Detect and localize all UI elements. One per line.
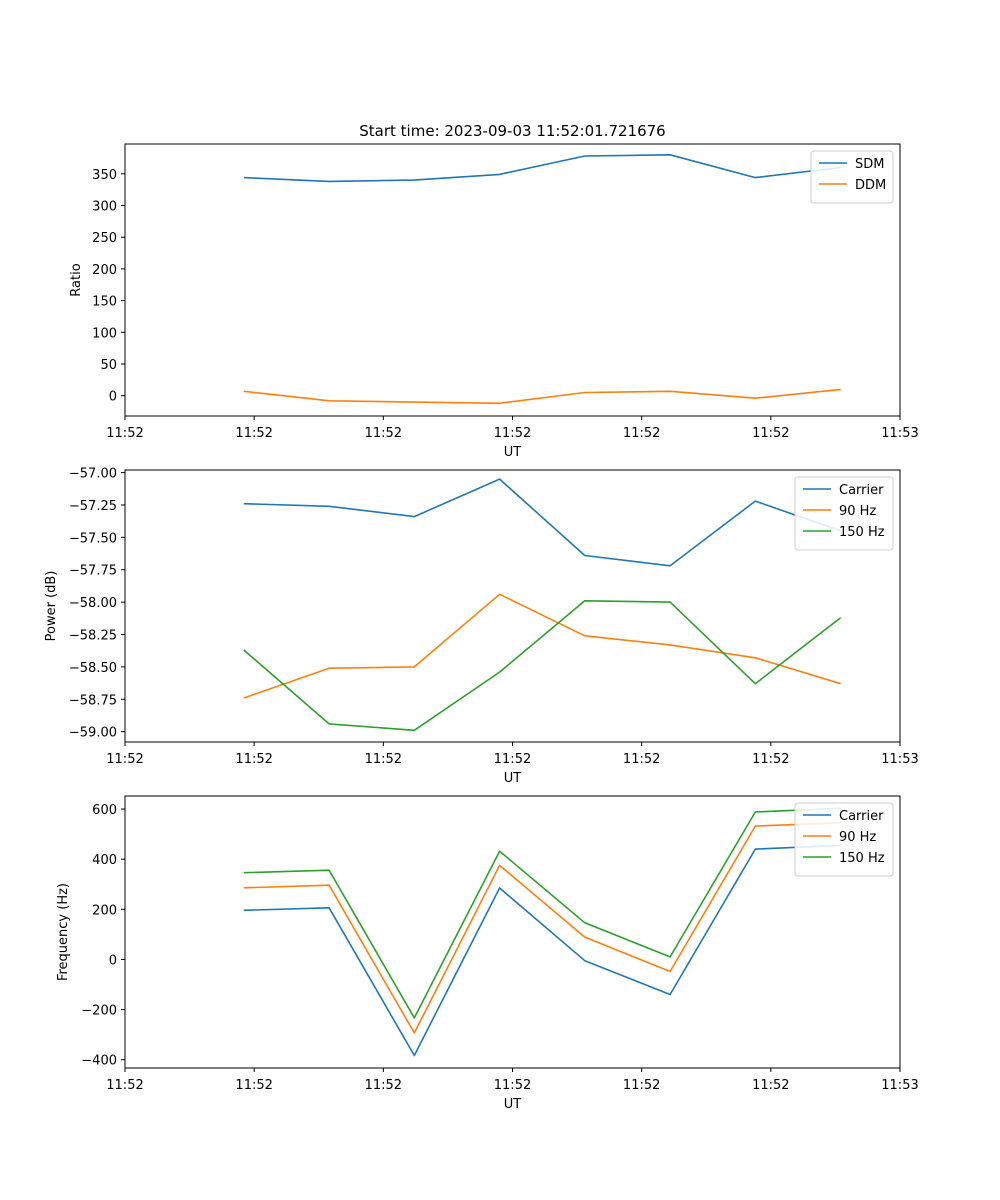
- x-tick-label: 11:52: [623, 1078, 660, 1093]
- x-tick-label: 11:52: [494, 426, 531, 441]
- series-line-150-hz: [243, 807, 841, 1019]
- legend-label: 150 Hz: [839, 525, 885, 540]
- x-tick-label: 11:52: [365, 426, 402, 441]
- legend-label: Carrier: [839, 483, 884, 498]
- y-axis-label: Power (dB): [44, 571, 59, 642]
- y-axis-label: Ratio: [69, 263, 84, 296]
- y-tick-label: −59.00: [69, 726, 117, 741]
- x-tick-label: 11:52: [235, 426, 272, 441]
- legend: Carrier 90 Hz 150 Hz: [794, 476, 894, 551]
- chart-panel-2: 11:52 11:52 11:52 11:52 11:52 11:52 11:53 UT −59…: [44, 467, 919, 786]
- series-line-90-hz: [243, 593, 841, 699]
- series-line-sdm: [243, 154, 841, 183]
- series-line-carrier: [243, 478, 841, 567]
- x-tick-label: 11:53: [881, 1078, 918, 1093]
- y-tick-label: 150: [92, 295, 117, 310]
- x-tick-label: 11:52: [365, 1078, 402, 1093]
- legend: SDM DDM: [810, 150, 894, 204]
- y-tick-label: −200: [81, 1004, 117, 1019]
- series-line-150-hz: [243, 599, 842, 732]
- x-tick-label: 11:52: [235, 752, 272, 767]
- legend-label: DDM: [855, 178, 886, 193]
- legend-label: 150 Hz: [839, 851, 885, 866]
- legend-label: 90 Hz: [839, 830, 876, 845]
- y-tick-label: −400: [81, 1054, 117, 1069]
- y-tick-label: −57.25: [69, 499, 117, 514]
- y-tick-label: −58.50: [69, 661, 117, 676]
- x-tick-label: 11:53: [881, 426, 918, 441]
- series-line-ddm: [243, 388, 841, 405]
- y-tick-label: 200: [92, 903, 117, 918]
- y-tick-label: 600: [92, 803, 117, 818]
- x-tick-label: 11:53: [881, 752, 918, 767]
- y-tick-label: −58.25: [69, 628, 117, 643]
- legend-label: Carrier: [839, 809, 884, 824]
- x-axis-label: UT: [504, 445, 522, 460]
- y-tick-label: 50: [100, 358, 117, 373]
- legend-box: [810, 150, 894, 204]
- x-tick-label: 11:52: [752, 426, 789, 441]
- y-tick-label: −57.50: [69, 531, 117, 546]
- x-tick-label: 11:52: [623, 752, 660, 767]
- y-tick-label: 200: [92, 263, 117, 278]
- x-tick-label: 11:52: [623, 426, 660, 441]
- y-tick-label: −57.75: [69, 564, 117, 579]
- y-tick-label: 0: [109, 390, 117, 405]
- series-line-90-hz: [243, 822, 841, 1034]
- y-tick-label: −58.00: [69, 596, 117, 611]
- x-tick-label: 11:52: [494, 1078, 531, 1093]
- y-axis-label: Frequency (Hz): [56, 883, 71, 981]
- x-tick-label: 11:52: [106, 1078, 143, 1093]
- x-tick-label: 11:52: [235, 1078, 272, 1093]
- x-axis-label: UT: [504, 771, 522, 786]
- legend-label: 90 Hz: [839, 504, 876, 519]
- chart-panel-1: Start time: 2023-09-03 11:52:01.721676 11…: [69, 122, 919, 460]
- series-line-carrier: [243, 844, 841, 1057]
- chart-title: Start time: 2023-09-03 11:52:01.721676: [359, 122, 665, 140]
- x-tick-label: 11:52: [752, 752, 789, 767]
- y-tick-label: 350: [92, 168, 117, 183]
- x-tick-label: 11:52: [494, 752, 531, 767]
- axes-frame: [124, 795, 901, 1069]
- legend-label: SDM: [855, 157, 884, 172]
- y-tick-label: 300: [92, 200, 117, 215]
- y-tick-label: 400: [92, 853, 117, 868]
- x-tick-label: 11:52: [365, 752, 402, 767]
- y-tick-label: −58.75: [69, 693, 117, 708]
- legend: Carrier 90 Hz 150 Hz: [794, 802, 894, 877]
- y-tick-label: 250: [92, 231, 117, 246]
- x-axis-label: UT: [504, 1097, 522, 1112]
- y-tick-label: −57.00: [69, 467, 117, 482]
- chart-panel-3: 11:52 11:52 11:52 11:52 11:52 11:52 11:53 UT −40…: [56, 795, 919, 1112]
- x-tick-label: 11:52: [106, 752, 143, 767]
- axes-frame: [124, 143, 901, 417]
- y-tick-label: 0: [109, 953, 117, 968]
- x-tick-label: 11:52: [752, 1078, 789, 1093]
- y-tick-label: 100: [92, 326, 117, 341]
- x-tick-label: 11:52: [106, 426, 143, 441]
